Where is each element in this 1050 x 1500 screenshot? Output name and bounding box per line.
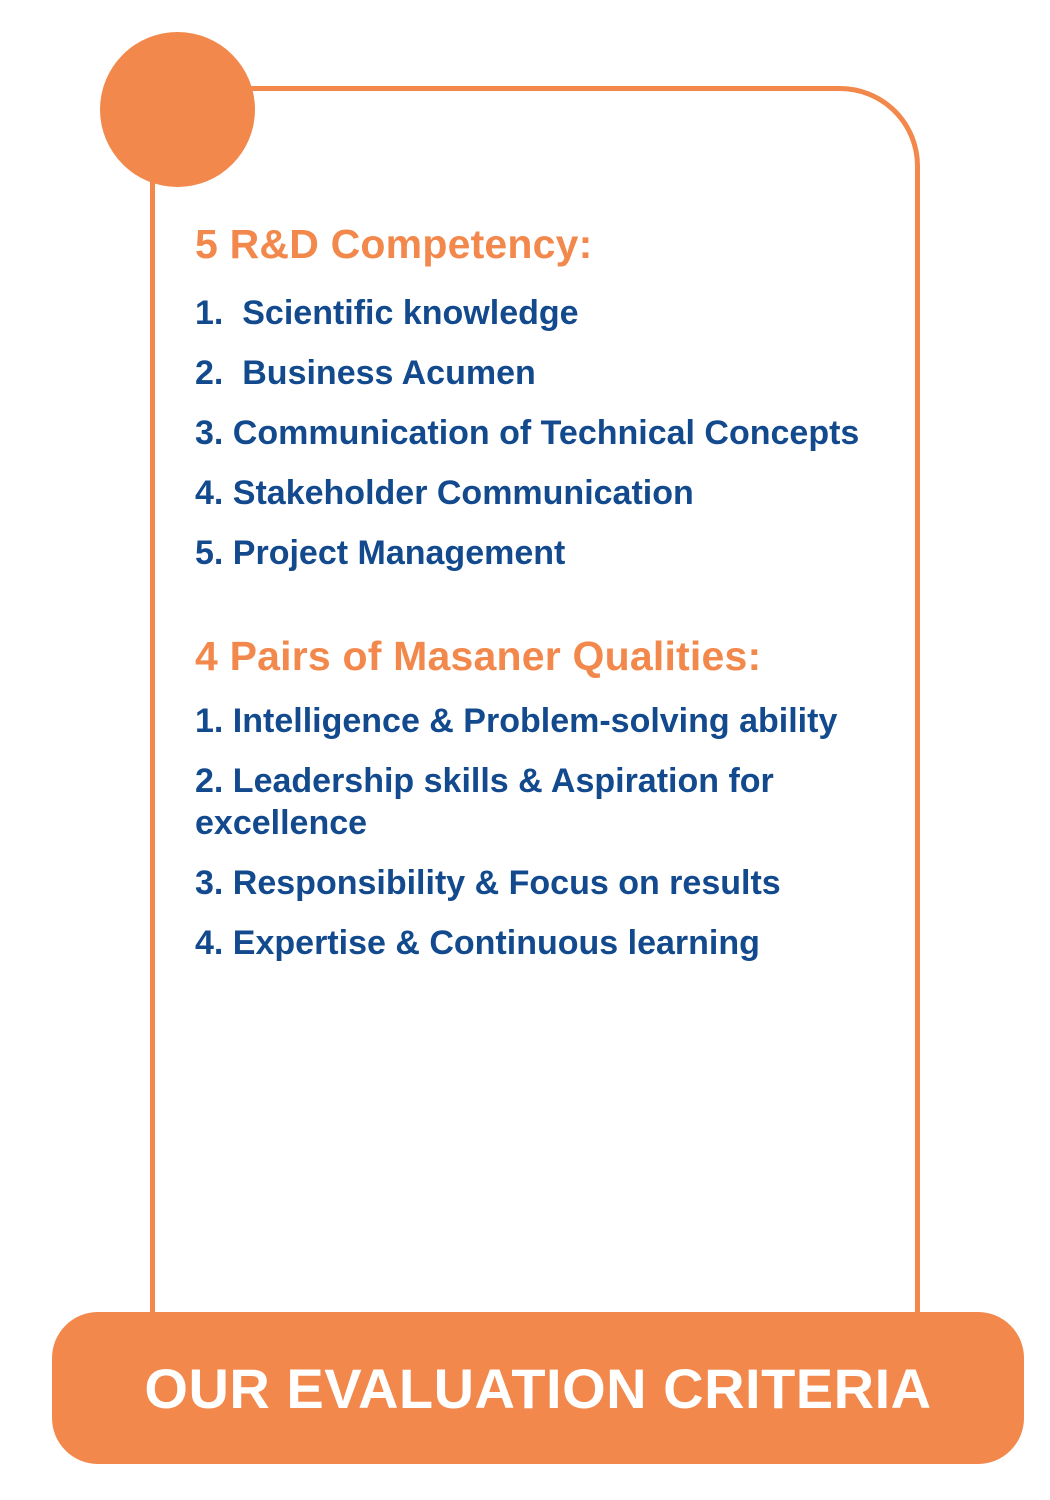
list-item: 5. Project Management — [195, 534, 566, 572]
evaluation-criteria-banner: OUR EVALUATION CRITERIA — [52, 1312, 1024, 1464]
list-item: 3. Responsibility & Focus on results — [195, 864, 781, 902]
list-item: 4. Expertise & Continuous learning — [195, 924, 760, 962]
section-heading: 4 Pairs of Masaner Qualities: — [195, 633, 762, 679]
list-item: 1. Scientific knowledge — [195, 294, 579, 332]
decorative-circle — [100, 32, 255, 187]
list-item: 4. Stakeholder Communication — [195, 474, 694, 512]
card-frame — [150, 86, 920, 1376]
section-rd-competency: 5 R&D Competency: 1. Scientific knowledg… — [195, 220, 895, 574]
list-item: 3. Communication of Technical Concepts — [195, 414, 860, 452]
list-item: 2. Leadership skills & Aspiration for ex… — [195, 762, 784, 842]
qualities-list: 1. Intelligence & Problem-solving abilit… — [195, 700, 895, 964]
section-heading: 5 R&D Competency: — [195, 221, 593, 267]
criteria-content: 5 R&D Competency: 1. Scientific knowledg… — [195, 220, 895, 964]
list-item: 2. Business Acumen — [195, 354, 536, 392]
section-masaner-qualities: 4 Pairs of Masaner Qualities: 1. Intelli… — [195, 632, 895, 964]
competency-list: 1. Scientific knowledge 2. Business Acum… — [195, 292, 895, 574]
list-item: 1. Intelligence & Problem-solving abilit… — [195, 702, 838, 740]
banner-title: OUR EVALUATION CRITERIA — [144, 1356, 932, 1420]
